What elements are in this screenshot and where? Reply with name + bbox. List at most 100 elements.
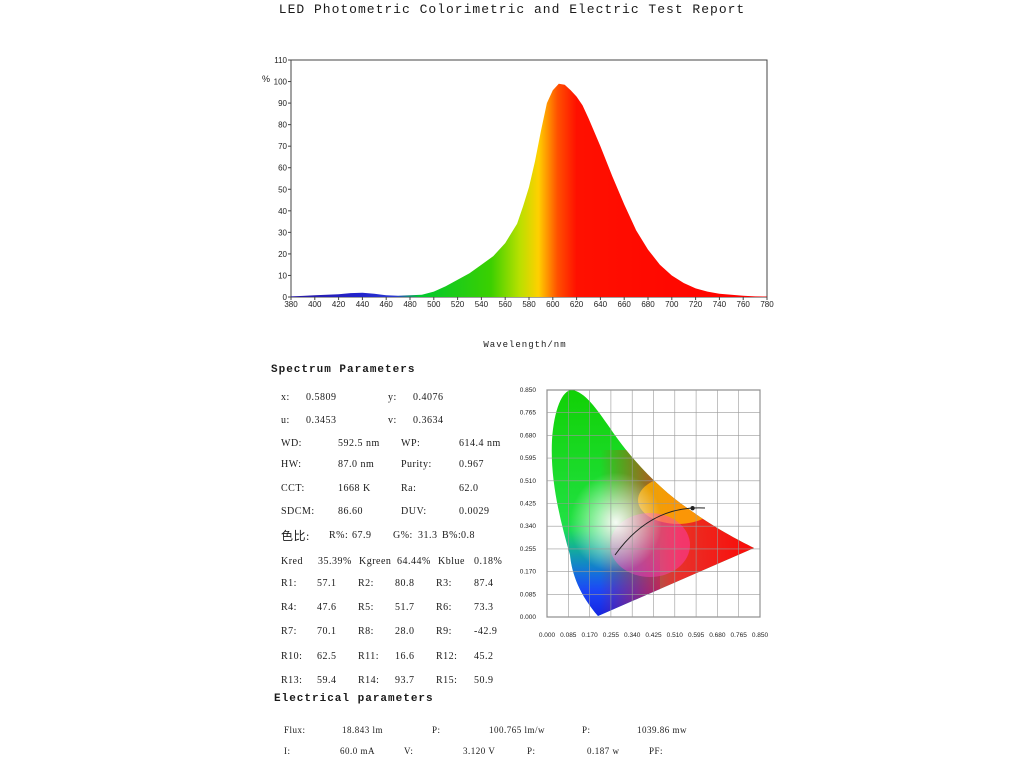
r-index-value: 57.1 — [317, 578, 337, 589]
cie-y-tick-label: 0.680 — [520, 432, 537, 439]
x-tick-label: 440 — [356, 300, 370, 309]
power-factor-label: PF: — [649, 746, 664, 756]
x-tick-label: 680 — [641, 300, 655, 309]
y-tick-label: 100 — [274, 78, 288, 87]
x-tick-label: 540 — [475, 300, 489, 309]
color-ratio-label: 色比: — [281, 529, 310, 543]
y-tick-label: 70 — [278, 142, 287, 151]
y-tick-label: 0 — [283, 293, 288, 302]
x-tick-label: 760 — [737, 300, 751, 309]
cie-x-tick-label: 0.765 — [731, 632, 748, 639]
u-label: u: — [281, 415, 290, 426]
current-value: 60.0 mA — [340, 746, 375, 756]
x-value: 0.5809 — [306, 392, 337, 403]
kred-value: 35.39% — [318, 556, 352, 567]
cie-chromaticity-chart: 0.000 0.085 0.170 0.255 0.340 0.425 0.510 0.595… — [520, 387, 769, 639]
duv-value: 0.0029 — [459, 506, 490, 517]
ra-value: 62.0 — [459, 483, 479, 494]
power-w-label: P: — [527, 746, 536, 756]
power-mw-value: 1039.86 mw — [637, 725, 687, 735]
x-axis-label: Wavelength/nm — [483, 340, 567, 350]
y-tick-label: 60 — [278, 164, 287, 173]
y-tick-label: 110 — [274, 56, 287, 65]
cie-y-tick-label: 0.255 — [520, 546, 537, 553]
kblue-value: 0.18% — [474, 556, 503, 567]
power-w-value: 0.187 w — [587, 746, 620, 756]
purity-label: Purity: — [401, 459, 432, 470]
r-index-label: R13: — [281, 674, 303, 686]
wp-label: WP: — [401, 438, 421, 449]
r-index-label: R1: — [281, 578, 297, 589]
y-tick-label: 80 — [278, 121, 287, 130]
r-index-value: 87.4 — [474, 578, 494, 589]
cie-y-tick-label: 0.425 — [520, 501, 537, 508]
x-tick-label: 560 — [499, 300, 513, 309]
current-label: I: — [284, 746, 291, 756]
u-value: 0.3453 — [306, 415, 337, 426]
r-index-label: R2: — [358, 578, 374, 589]
y-tick-label: 30 — [278, 228, 287, 237]
r-index-label: R14: — [358, 674, 380, 686]
flux-value: 18.843 lm — [342, 725, 384, 735]
y-tick-label: 50 — [278, 185, 287, 194]
sdcm-value: 86.60 — [338, 506, 363, 517]
cie-y-tick-label: 0.340 — [520, 523, 537, 530]
r-index-value: 73.3 — [474, 602, 494, 614]
efficacy-value: 100.765 lm/w — [489, 725, 546, 735]
spectrum-chart: 380 400 420 440 460 480 500 520 540 560 580 600 620 6… — [262, 56, 774, 309]
chromaticity-point — [690, 505, 695, 511]
x-tick-label: 600 — [546, 300, 560, 309]
spectrum-area — [291, 83, 767, 297]
y-value: 0.4076 — [413, 392, 444, 403]
x-tick-label: 620 — [570, 300, 584, 309]
cie-y-tick-label: 0.850 — [520, 387, 537, 394]
r-index-value: 28.0 — [395, 626, 415, 638]
r-index-value: -42.9 — [474, 626, 498, 638]
wd-label: WD: — [281, 438, 302, 449]
cie-x-tick-label: 0.680 — [709, 632, 726, 639]
cie-x-tick-label: 0.170 — [581, 632, 598, 639]
y-tick-label: 40 — [278, 207, 287, 216]
b-percent-value: 0.8 — [461, 530, 475, 541]
r-index-value: 45.2 — [474, 650, 494, 662]
r-index-label: R8: — [358, 626, 374, 638]
r-percent-label: R%: — [329, 530, 349, 541]
y-tick-label: 10 — [278, 271, 287, 280]
electrical-parameters-heading: Electrical parameters — [274, 693, 434, 705]
cie-x-tick-label: 0.510 — [667, 632, 684, 639]
x-tick-label: 460 — [380, 300, 394, 309]
hw-label: HW: — [281, 459, 302, 470]
cie-y-tick-label: 0.765 — [520, 410, 537, 417]
g-percent-label: G%: — [393, 530, 413, 541]
x-tick-label: 580 — [522, 300, 536, 309]
cie-x-tick-label: 0.000 — [539, 632, 556, 639]
r-index-label: R3: — [436, 578, 452, 589]
cie-y-tick-label: 0.595 — [520, 455, 537, 462]
x-tick-label: 480 — [403, 300, 417, 309]
cie-x-tick-label: 0.255 — [603, 632, 620, 639]
v-value: 0.3634 — [413, 415, 444, 426]
kgreen-value: 64.44% — [397, 556, 431, 567]
r-index-label: R15: — [436, 674, 458, 686]
sdcm-label: SDCM: — [281, 506, 315, 517]
flux-label: Flux: — [284, 725, 306, 735]
x-tick-label: 640 — [594, 300, 608, 309]
x-label: x: — [281, 392, 290, 403]
efficacy-label: P: — [432, 725, 441, 735]
x-tick-label: 780 — [760, 300, 774, 309]
kgreen-label: Kgreen — [359, 556, 392, 567]
r-index-value: 70.1 — [317, 626, 337, 638]
x-tick-label: 700 — [665, 300, 679, 309]
cct-label: CCT: — [281, 483, 305, 494]
r-index-value: 50.9 — [474, 674, 494, 686]
kred-label: Kred — [281, 556, 303, 567]
wp-value: 614.4 nm — [459, 438, 501, 449]
cie-x-tick-label: 0.850 — [752, 632, 769, 639]
r-index-value: 47.6 — [317, 602, 337, 614]
duv-label: DUV: — [401, 506, 427, 517]
r-index-value: 59.4 — [317, 674, 337, 686]
r-index-label: R11: — [358, 650, 380, 662]
r-index-label: R10: — [281, 650, 303, 662]
wd-value: 592.5 nm — [338, 438, 380, 449]
r-index-label: R9: — [436, 626, 452, 638]
